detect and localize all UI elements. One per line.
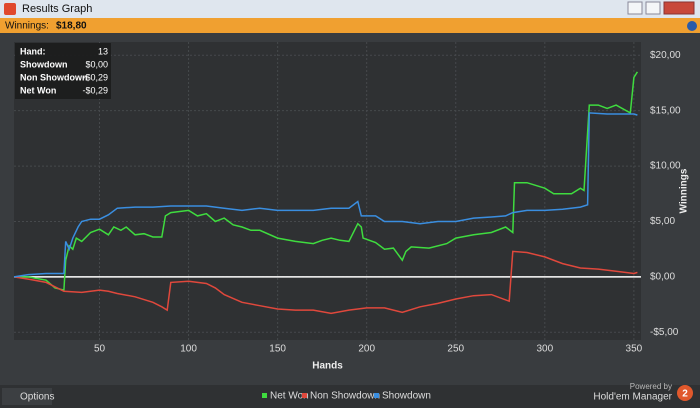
minimize-button[interactable] bbox=[627, 1, 643, 15]
y-tick-label: $0,00 bbox=[650, 271, 675, 282]
x-axis-label: Hands bbox=[312, 361, 343, 372]
x-tick-label: 100 bbox=[180, 344, 197, 355]
winnings-bar bbox=[0, 18, 700, 33]
plot-area bbox=[14, 42, 641, 340]
x-tick-label: 300 bbox=[536, 344, 553, 355]
x-tick-label: 200 bbox=[358, 344, 375, 355]
y-tick-label: -$5,00 bbox=[650, 327, 679, 338]
winnings-value: $18,80 bbox=[56, 21, 87, 32]
x-tick-label: 150 bbox=[269, 344, 286, 355]
series-line bbox=[14, 71, 639, 292]
options-label[interactable]: Options bbox=[20, 392, 54, 403]
close-button[interactable] bbox=[663, 1, 695, 15]
legend-label: Showdown bbox=[382, 391, 431, 402]
winnings-label: Winnings: bbox=[5, 21, 49, 32]
bottom-bar bbox=[0, 385, 700, 408]
y-tick-label: $15,00 bbox=[650, 105, 681, 116]
brand-logo bbox=[677, 385, 693, 401]
y-axis-label: Winnings bbox=[679, 168, 690, 213]
legend-label: Net Won bbox=[270, 391, 309, 402]
y-tick-label: $5,00 bbox=[650, 216, 675, 227]
x-tick-label: 50 bbox=[94, 344, 106, 355]
y-tick-label: $20,00 bbox=[650, 50, 681, 61]
tooltip bbox=[15, 43, 111, 99]
powered-by: Powered by bbox=[630, 382, 672, 391]
app-icon bbox=[4, 3, 16, 15]
legend-swatch bbox=[374, 393, 379, 398]
window-title: Results Graph bbox=[22, 3, 92, 15]
series-line bbox=[13, 250, 638, 315]
tooltip-value: $0,00 bbox=[85, 59, 108, 69]
y-tick-label: $10,00 bbox=[650, 161, 681, 172]
legend-label: Non Showdown bbox=[310, 391, 380, 402]
legend-swatch bbox=[262, 393, 267, 398]
tooltip-value: -$0,29 bbox=[82, 85, 108, 95]
tooltip-label: Showdown bbox=[20, 59, 68, 69]
legend-swatch bbox=[302, 393, 307, 398]
maximize-button[interactable] bbox=[645, 1, 661, 15]
tooltip-label: Net Won bbox=[20, 85, 56, 95]
options-button[interactable] bbox=[2, 388, 52, 405]
series-line bbox=[13, 112, 638, 278]
help-button[interactable] bbox=[687, 21, 697, 31]
tooltip-value: -$0,29 bbox=[82, 72, 108, 82]
tooltip-value: 13 bbox=[98, 46, 108, 56]
x-tick-label: 350 bbox=[626, 344, 643, 355]
tooltip-label: Non Showdown bbox=[20, 72, 88, 82]
brand-badge: 2 bbox=[682, 389, 688, 400]
tooltip-label: Hand: bbox=[20, 46, 46, 56]
x-tick-label: 250 bbox=[447, 344, 464, 355]
title-bar bbox=[0, 0, 700, 18]
brand: Hold'em Manager bbox=[593, 392, 672, 403]
